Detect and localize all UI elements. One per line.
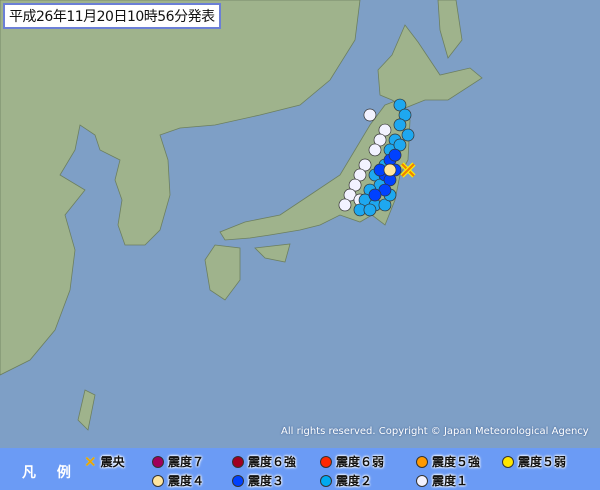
station-intensity-2 [398, 108, 412, 122]
station-intensity-2 [401, 128, 415, 142]
station-intensity-2 [393, 138, 407, 152]
legend-item: 震度６弱 [320, 453, 384, 470]
copyright-notice: All rights reserved. Copyright © Japan M… [281, 426, 589, 437]
legend-item: 震度５弱 [502, 453, 566, 470]
station-intensity-1 [353, 168, 367, 182]
epicenter-x-icon: ✕ [84, 452, 97, 471]
station-markers [338, 98, 415, 217]
legend-item: 震度１ [416, 472, 468, 489]
intensity-dot-icon [232, 474, 244, 487]
legend-item: 震度６強 [232, 453, 296, 470]
legend-title: 凡 例 [22, 465, 79, 481]
station-intensity-2 [393, 98, 407, 112]
shikoku [254, 243, 291, 263]
sakhalin [437, 0, 463, 59]
legend-item: 震度４ [152, 472, 204, 489]
seismic-intensity-map: 平成26年11月20日10時56分発表 All rights reserved.… [0, 0, 600, 448]
station-intensity-1 [368, 143, 382, 157]
intensity-dot-icon [416, 455, 428, 468]
kyushu [204, 244, 241, 301]
intensity-dot-icon [320, 455, 332, 468]
legend-item: 震度５強 [416, 453, 480, 470]
station-intensity-4 [383, 163, 397, 177]
intensity-dot-icon [416, 474, 428, 487]
intensity-dot-icon [152, 455, 164, 468]
station-intensity-2 [378, 198, 392, 212]
station-intensity-2 [393, 118, 407, 132]
intensity-dot-icon [320, 474, 332, 487]
hokkaido [377, 24, 483, 109]
station-intensity-1 [338, 198, 352, 212]
mainland-asia [0, 0, 361, 376]
station-intensity-1 [348, 178, 362, 192]
legend-epicenter: ✕ 震央 [84, 452, 125, 471]
map-svg [0, 0, 483, 431]
epicenter-marker [400, 162, 416, 178]
legend: 凡 例 ✕ 震央 震度７ 震度６強 震度６弱 震度５強 震度５弱震度４ 震度３ 震度２ 震度１ [0, 448, 600, 490]
station-intensity-1 [363, 108, 377, 122]
intensity-dot-icon [232, 455, 244, 468]
intensity-dot-icon [502, 455, 514, 468]
station-intensity-2 [363, 203, 377, 217]
epicenter-x-icon [401, 163, 415, 177]
station-intensity-1 [373, 133, 387, 147]
taiwan [77, 389, 96, 431]
legend-item: 震度７ [152, 453, 204, 470]
issue-datetime-title: 平成26年11月20日10時56分発表 [3, 3, 221, 29]
legend-item: 震度３ [232, 472, 284, 489]
station-intensity-3 [388, 148, 402, 162]
legend-item: 震度２ [320, 472, 372, 489]
station-intensity-1 [358, 158, 372, 172]
intensity-dot-icon [152, 474, 164, 487]
station-intensity-3 [368, 188, 382, 202]
